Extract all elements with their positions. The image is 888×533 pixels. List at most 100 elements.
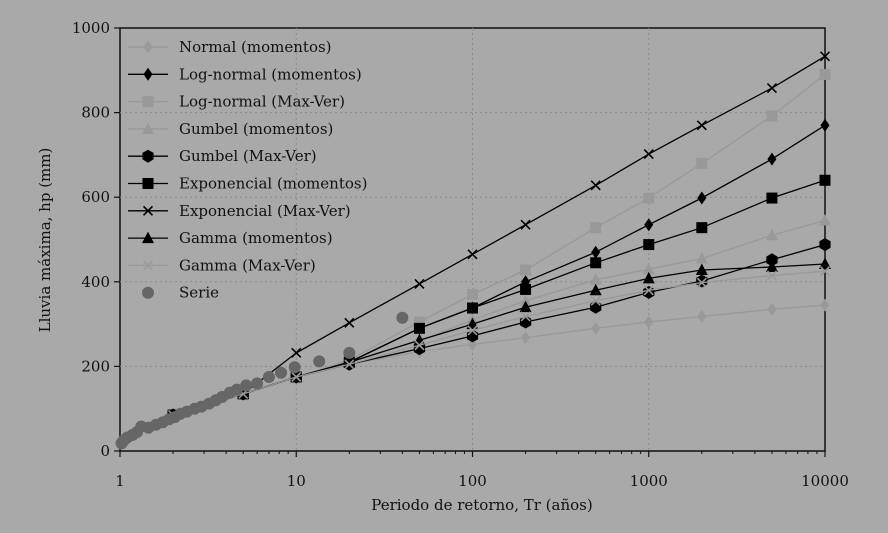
legend-entry: Exponencial (Max-Ver) [128, 202, 351, 220]
data-point [644, 218, 654, 232]
x-tick-label: 10 [287, 472, 306, 490]
data-point [520, 311, 531, 322]
x-axis-title: Periodo de retorno, Tr (años) [371, 496, 592, 514]
data-point [589, 283, 602, 296]
legend-marker [143, 40, 153, 54]
series-line [172, 270, 826, 416]
data-point [697, 191, 707, 205]
y-tick-label: 1000 [72, 19, 110, 37]
data-point [696, 120, 707, 131]
legend-entry: Serie [142, 284, 219, 302]
data-point [766, 270, 778, 281]
observed-point [275, 366, 288, 379]
y-tick-label: 800 [81, 104, 110, 122]
data-point [467, 302, 478, 314]
data-point [819, 69, 831, 81]
data-point [643, 148, 654, 160]
x-tick-label: 1 [115, 472, 125, 490]
data-point [519, 300, 532, 313]
data-point [696, 274, 708, 288]
series-gamma-max-ver [167, 266, 831, 421]
legend-entry: Normal (momentos) [128, 38, 332, 56]
legend-entry: Log-normal (momentos) [128, 65, 362, 83]
observed-point [251, 377, 264, 390]
legend-label: Log-normal (Max-Ver) [179, 93, 345, 111]
data-point [643, 285, 655, 299]
data-point [642, 262, 655, 275]
data-point [591, 245, 601, 259]
observed-point [240, 379, 253, 392]
data-point [819, 51, 831, 62]
data-point [820, 298, 830, 312]
data-point [413, 342, 426, 356]
legend-label: Gumbel (momentos) [179, 120, 333, 138]
observed-point [343, 346, 356, 359]
legend-entry: Log-normal (Max-Ver) [128, 93, 345, 111]
data-point [590, 295, 601, 306]
legend-entry: Gumbel (Max-Ver) [128, 147, 317, 165]
data-point [765, 260, 778, 272]
legend-marker [142, 231, 154, 244]
legend-label: Serie [179, 284, 219, 302]
data-point [590, 180, 601, 191]
data-point [696, 277, 707, 288]
data-point [520, 264, 532, 276]
legend-marker [142, 178, 154, 189]
observed-point [262, 370, 275, 383]
data-point [468, 337, 477, 351]
data-point [644, 315, 654, 329]
data-point [642, 271, 655, 284]
observed-point [396, 311, 409, 324]
axes: 0 200 400 600 800 1000 1 10 100 1000 10000 [72, 19, 849, 490]
legend-entry: Gamma (momentos) [128, 229, 333, 247]
y-tick-label: 200 [81, 357, 110, 375]
legend-label: Normal (momentos) [179, 38, 332, 56]
data-point [696, 222, 708, 234]
data-point [695, 252, 708, 264]
data-point [697, 309, 707, 323]
data-point [520, 219, 531, 230]
x-tick-label: 100 [458, 472, 487, 490]
y-axis-title: Lluvia máxima, hp (mm) [36, 148, 54, 333]
data-point [519, 294, 532, 306]
data-point [520, 283, 532, 295]
data-point [414, 340, 425, 351]
data-point [591, 321, 601, 335]
data-point [343, 355, 356, 368]
data-point [643, 192, 655, 204]
data-point [467, 249, 478, 260]
x-tick-label: 10000 [801, 472, 849, 490]
data-point [344, 359, 355, 370]
data-point [819, 174, 831, 186]
data-point [695, 263, 708, 275]
data-point [765, 228, 778, 241]
legend-label: Gamma (momentos) [179, 229, 333, 247]
legend-marker [142, 122, 154, 134]
legend-label: Exponencial (Max-Ver) [179, 202, 351, 220]
legend-label: Gumbel (Max-Ver) [179, 147, 317, 165]
legend-marker [142, 260, 154, 271]
data-point [466, 317, 479, 330]
data-point [819, 238, 831, 252]
legend-marker [143, 67, 153, 81]
data-point [344, 317, 355, 328]
data-point [467, 288, 478, 300]
legend-entry: Gamma (Max-Ver) [128, 256, 316, 274]
data-point [766, 253, 778, 267]
series-layer [115, 51, 831, 450]
data-point [590, 222, 602, 234]
data-point [291, 371, 302, 383]
data-point [589, 273, 602, 285]
legend: Normal (momentos) Log-normal (momentos) Lo… [128, 38, 367, 302]
data-point [766, 192, 778, 204]
data-point [766, 83, 778, 94]
data-point [696, 157, 708, 169]
data-point [819, 213, 831, 226]
data-point [766, 110, 778, 122]
legend-marker [142, 205, 154, 216]
y-tick-label: 400 [81, 273, 110, 291]
legend-label: Log-normal (momentos) [179, 65, 362, 83]
legend-marker [142, 96, 154, 108]
data-point [767, 302, 777, 316]
